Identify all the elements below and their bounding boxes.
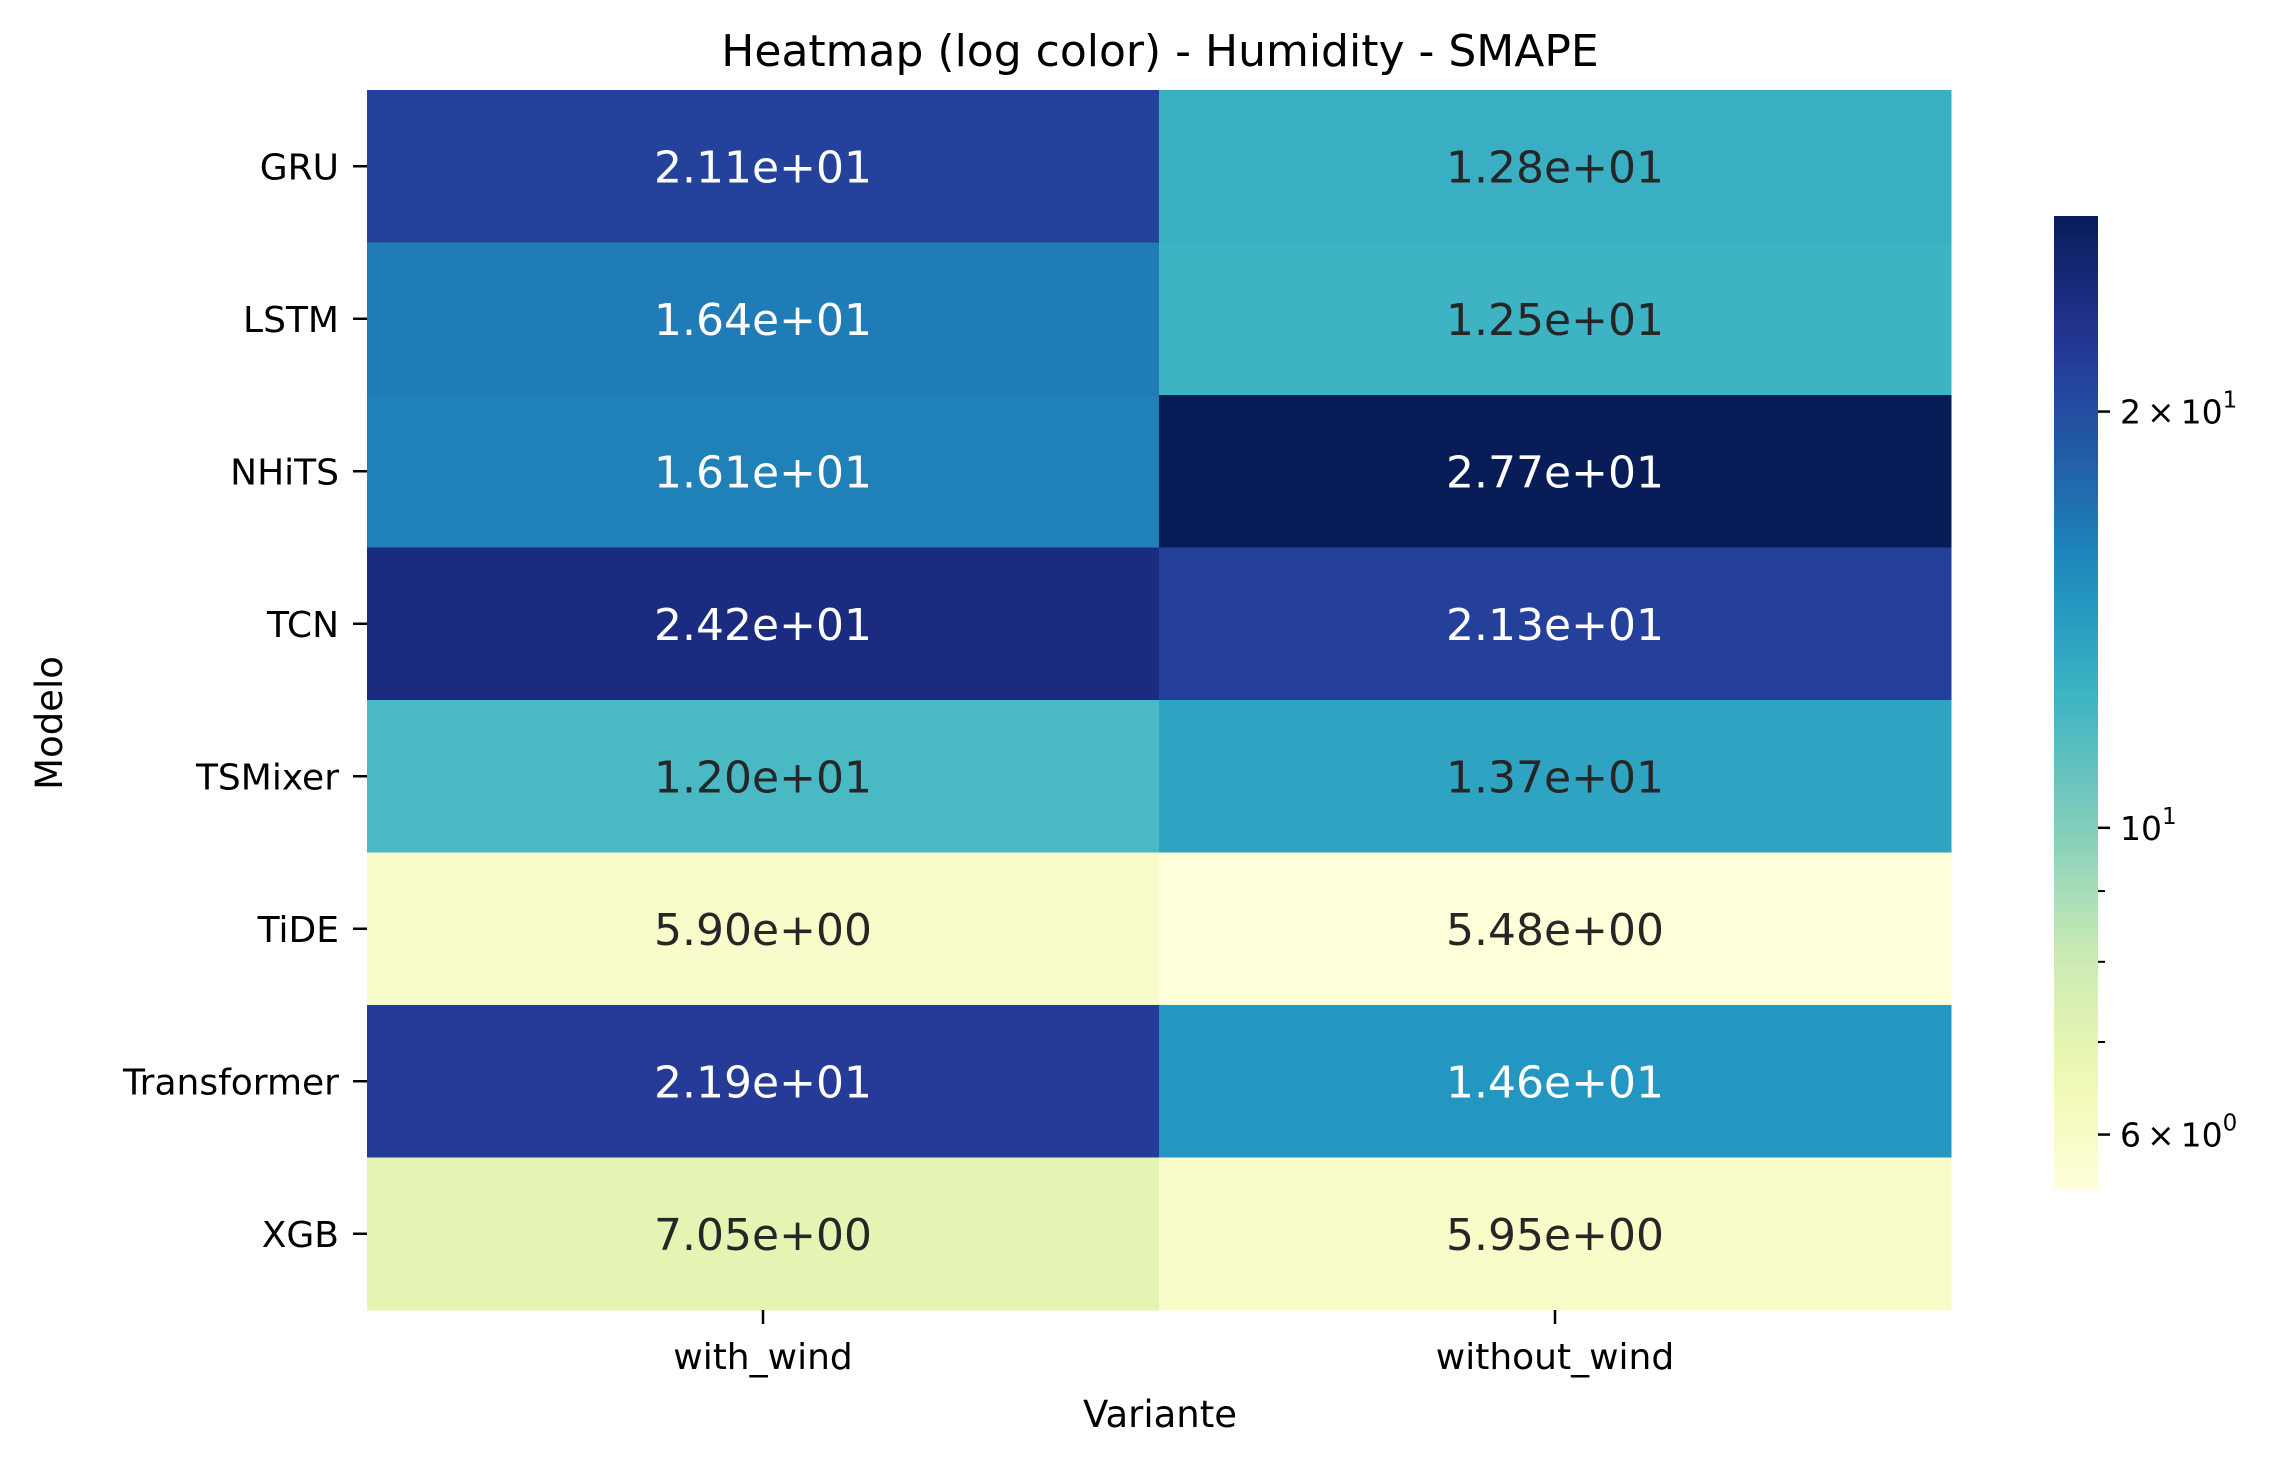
heatmap-cell: [367, 90, 1160, 243]
heatmap-cell: [1159, 90, 1952, 243]
heatmap-cell: [367, 852, 1160, 1006]
heatmap-cell: [367, 242, 1160, 396]
heatmap-cell: [367, 1005, 1160, 1158]
x-tick-label: without_wind: [1436, 1337, 1674, 1378]
cell-value-label: 2.13e+01: [1446, 600, 1664, 651]
heatmap-cell: [1159, 700, 1952, 853]
colorbar-gradient: [2054, 216, 2098, 1189]
heatmap-cell: [1159, 1157, 1952, 1311]
cell-value-label: 1.25e+01: [1446, 295, 1664, 346]
cell-value-label: 1.64e+01: [654, 295, 872, 346]
heatmap-cell: [1159, 242, 1952, 396]
cell-value-label: 1.61e+01: [654, 447, 872, 498]
heatmap-cell: [367, 395, 1160, 548]
cell-value-label: 2.19e+01: [654, 1057, 872, 1108]
heatmap-cells: 2.11e+01 1.28e+01 1.64e+01 1.25e+01 1.61e+01…: [367, 90, 1952, 1311]
cell-value-label: 7.05e+00: [654, 1210, 872, 1261]
cell-value-label: 2.42e+01: [654, 600, 872, 651]
cell-value-label: 2.11e+01: [654, 142, 872, 193]
cell-value-label: 1.37e+01: [1446, 752, 1664, 803]
y-tick-label: NHiTS: [230, 452, 339, 493]
x-axis-label: Variante: [1083, 1393, 1237, 1436]
cell-value-label: 1.20e+01: [654, 752, 872, 803]
y-axis: GRU LSTM NHiTS TCN TSMixer TiDE Transformer XGB: [122, 147, 367, 1256]
heatmap-cell: [367, 1157, 1160, 1311]
y-tick-label: TiDE: [257, 910, 339, 951]
colorbar: 2 × 101 101 6 × 100: [2054, 216, 2237, 1189]
heatmap-cell: [1159, 1005, 1952, 1158]
y-tick-label: GRU: [260, 147, 339, 188]
y-tick-label: TSMixer: [195, 757, 339, 798]
y-tick-label: TCN: [266, 605, 339, 646]
cell-value-label: 5.95e+00: [1446, 1210, 1664, 1261]
heatmap-cell: [367, 547, 1160, 701]
colorbar-tick-label: 6 × 100: [2120, 1111, 2237, 1155]
cell-value-label: 5.48e+00: [1446, 905, 1664, 956]
colorbar-tick-label: 2 × 101: [2120, 388, 2237, 432]
cell-value-label: 5.90e+00: [654, 905, 872, 956]
y-tick-label: Transformer: [122, 1062, 339, 1103]
colorbar-tick-label: 101: [2120, 804, 2177, 848]
x-tick-label: with_wind: [673, 1337, 853, 1378]
x-axis: with_wind without_wind: [673, 1310, 1674, 1378]
y-axis-label: Modelo: [28, 656, 71, 790]
y-tick-label: XGB: [262, 1215, 339, 1256]
heatmap-cell: [1159, 852, 1952, 1006]
heatmap-cell: [1159, 395, 1952, 548]
heatmap-cell: [1159, 547, 1952, 701]
cell-value-label: 1.46e+01: [1446, 1057, 1664, 1108]
chart-title: Heatmap (log color) - Humidity - SMAPE: [721, 26, 1598, 77]
cell-value-label: 2.77e+01: [1446, 447, 1664, 498]
heatmap-cell: [367, 700, 1160, 853]
y-tick-label: LSTM: [243, 300, 339, 341]
cell-value-label: 1.28e+01: [1446, 142, 1664, 193]
